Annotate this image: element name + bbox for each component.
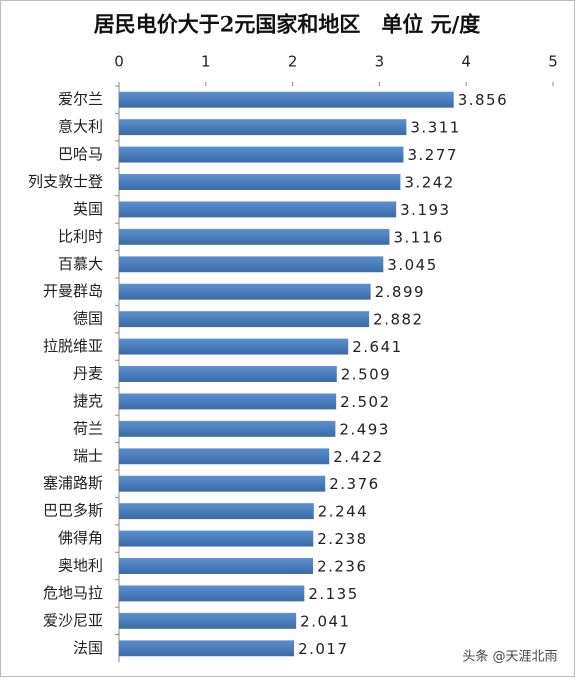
bar [119,146,404,163]
y-tick-label: 奥地利 [58,557,103,575]
x-tick-label: 3 [375,53,385,71]
y-tick-label: 危地马拉 [43,584,103,602]
x-tick-label: 2 [288,53,298,71]
bar [119,256,384,273]
y-tick-label: 巴巴多斯 [43,502,103,520]
value-label: 2.493 [339,420,389,438]
bar [119,530,314,547]
value-label: 2.899 [375,283,425,301]
y-tick-label: 爱沙尼亚 [43,611,103,629]
value-label: 2.641 [352,338,402,356]
y-tick-label: 意大利 [58,118,103,136]
bar [119,366,337,382]
value-label: 2.509 [341,366,391,384]
bar [119,228,390,245]
x-tick-label: 1 [201,53,211,71]
value-label: 2.236 [317,558,367,576]
y-tick-label: 爱尔兰 [58,90,103,108]
y-tick-label: 法国 [73,639,103,657]
value-label: 2.238 [317,530,367,548]
y-tick-label: 瑞士 [73,447,103,465]
y-tick-label: 百慕大 [58,255,103,273]
bar [119,119,407,136]
value-label: 3.277 [407,146,457,164]
y-tick-label: 荷兰 [73,419,103,437]
bar [119,393,337,410]
bar [119,311,370,328]
bar [119,91,454,108]
bar [119,174,401,190]
value-label: 2.376 [329,475,379,493]
y-tick-label: 拉脱维亚 [43,337,103,355]
y-tick-label: 德国 [73,310,103,328]
watermark: 头条 @天涯北雨 [462,649,557,665]
value-label: 2.135 [308,585,358,603]
y-tick-label: 巴哈马 [58,145,103,163]
value-label: 3.193 [400,201,450,219]
value-label: 3.116 [393,228,443,246]
x-tick-label: 4 [461,53,471,71]
value-label: 3.242 [404,174,454,192]
bar [119,338,349,355]
value-label: 3.045 [387,256,437,274]
bar [119,448,330,465]
y-tick-label: 比利时 [58,227,103,245]
value-label: 2.017 [298,640,348,658]
value-label: 2.041 [300,612,350,630]
y-tick-label: 开曼群岛 [43,282,103,300]
y-tick-label: 捷克 [73,392,103,410]
chart-title: 居民电价大于2元国家和地区 单位 元/度 [94,12,481,37]
y-tick-label: 塞浦路斯 [43,474,103,492]
value-label: 3.856 [458,91,508,109]
y-tick-label: 丹麦 [73,365,103,383]
value-label: 3.311 [410,119,460,137]
bar [119,283,371,300]
x-tick-label: 5 [548,53,558,71]
y-tick-label: 列支敦士登 [28,173,103,191]
value-label: 2.502 [340,393,390,411]
value-label: 2.244 [318,503,368,521]
x-tick-label: 0 [114,53,124,71]
y-tick-label: 英国 [73,200,103,218]
bar [119,558,314,574]
y-tick-label: 佛得角 [58,529,103,547]
bar [119,612,297,629]
value-label: 2.882 [373,311,423,329]
bar [119,640,295,657]
bar [119,201,397,218]
bar [119,585,305,602]
value-label: 2.422 [333,448,383,466]
bar [119,420,336,437]
bar [119,503,314,520]
bar [119,475,326,492]
